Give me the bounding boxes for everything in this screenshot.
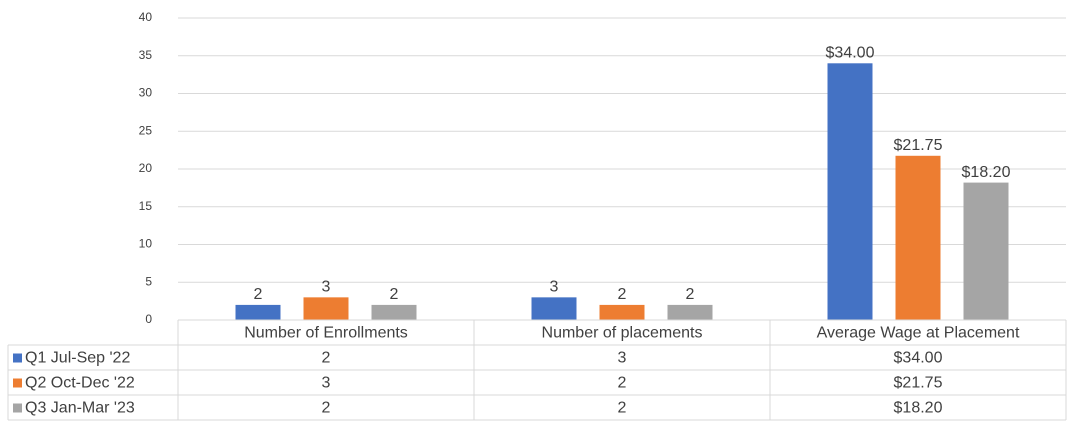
legend-swatch xyxy=(13,353,22,363)
x-tick-label: Number of Enrollments xyxy=(244,325,408,342)
legend-swatch xyxy=(13,378,22,388)
x-tick-label: Number of placements xyxy=(542,325,703,342)
table-cell: 2 xyxy=(618,400,627,417)
y-tick-label: 35 xyxy=(139,48,153,62)
table-cell: 3 xyxy=(322,375,331,392)
y-tick-label: 25 xyxy=(139,123,153,137)
y-tick-label: 15 xyxy=(139,199,153,213)
table-cell: 2 xyxy=(322,350,331,367)
data-label: 2 xyxy=(254,286,263,303)
y-tick-label: 5 xyxy=(145,274,152,288)
table-cell: $18.20 xyxy=(894,400,943,417)
data-label: $18.20 xyxy=(962,164,1011,181)
y-tick-label: 30 xyxy=(139,86,153,100)
legend-swatch xyxy=(13,403,22,413)
data-label: 2 xyxy=(390,286,399,303)
legend-label: Q1 Jul-Sep '22 xyxy=(25,350,130,367)
y-tick-label: 20 xyxy=(139,161,153,175)
data-label: 3 xyxy=(322,279,331,296)
table-cell: $21.75 xyxy=(894,375,943,392)
bar xyxy=(371,304,417,320)
legend-label: Q3 Jan-Mar '23 xyxy=(25,400,135,417)
bar xyxy=(531,297,577,320)
data-label: $21.75 xyxy=(894,137,943,154)
bar xyxy=(827,63,873,321)
bar xyxy=(667,304,713,320)
table-cell: 3 xyxy=(618,350,627,367)
data-label: 2 xyxy=(618,286,627,303)
legend-label: Q2 Oct-Dec '22 xyxy=(25,375,135,392)
bar xyxy=(895,155,941,320)
bar xyxy=(235,304,281,320)
data-label: 2 xyxy=(686,286,695,303)
bar xyxy=(599,304,645,320)
x-tick-label: Average Wage at Placement xyxy=(817,325,1020,342)
bar xyxy=(303,297,349,320)
table-cell: 2 xyxy=(618,375,627,392)
bar xyxy=(963,182,1009,320)
y-tick-label: 40 xyxy=(139,10,153,24)
table-cell: 2 xyxy=(322,400,331,417)
data-label: $34.00 xyxy=(826,45,875,62)
data-label: 3 xyxy=(550,279,559,296)
table-cell: $34.00 xyxy=(894,350,943,367)
y-tick-label: 0 xyxy=(145,312,152,326)
y-tick-label: 10 xyxy=(139,237,153,251)
